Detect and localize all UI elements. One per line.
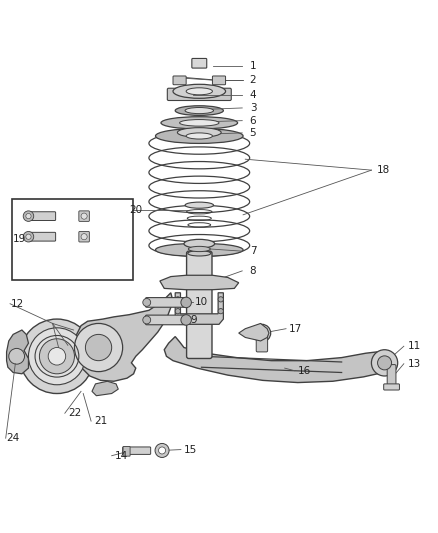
Text: 20: 20 — [129, 205, 142, 215]
Text: 18: 18 — [377, 165, 390, 175]
Circle shape — [81, 233, 87, 240]
Text: 4: 4 — [250, 90, 256, 100]
Text: 24: 24 — [7, 433, 20, 443]
Circle shape — [26, 214, 31, 219]
Ellipse shape — [186, 133, 212, 139]
Text: 14: 14 — [115, 451, 128, 461]
Text: 9: 9 — [191, 315, 197, 325]
Text: 11: 11 — [407, 341, 420, 351]
Ellipse shape — [161, 117, 237, 129]
Text: 15: 15 — [184, 445, 197, 455]
FancyBboxPatch shape — [167, 88, 231, 101]
Polygon shape — [7, 330, 28, 374]
Circle shape — [39, 339, 74, 374]
Text: 7: 7 — [250, 246, 256, 256]
Ellipse shape — [185, 202, 214, 208]
Circle shape — [28, 328, 85, 385]
Circle shape — [218, 309, 223, 314]
Text: 5: 5 — [250, 128, 256, 138]
Text: 13: 13 — [407, 359, 420, 369]
Circle shape — [378, 356, 392, 370]
Bar — [12, 199, 133, 280]
Text: 2: 2 — [250, 75, 256, 85]
Text: 16: 16 — [298, 366, 311, 376]
Ellipse shape — [175, 106, 223, 115]
FancyBboxPatch shape — [384, 384, 399, 390]
Polygon shape — [92, 381, 118, 395]
Text: 19: 19 — [13, 235, 26, 244]
Polygon shape — [160, 275, 239, 290]
Circle shape — [20, 319, 94, 393]
Circle shape — [143, 298, 151, 306]
Circle shape — [371, 350, 398, 376]
Text: 1: 1 — [250, 61, 256, 71]
Text: 17: 17 — [289, 324, 302, 334]
Circle shape — [159, 447, 166, 454]
Circle shape — [74, 324, 123, 372]
Circle shape — [181, 314, 191, 325]
Circle shape — [175, 297, 180, 302]
Polygon shape — [175, 293, 223, 324]
FancyBboxPatch shape — [123, 447, 151, 455]
Text: 12: 12 — [11, 298, 24, 309]
Polygon shape — [74, 293, 173, 381]
Circle shape — [143, 316, 151, 324]
FancyBboxPatch shape — [256, 332, 268, 352]
FancyBboxPatch shape — [212, 76, 226, 85]
FancyBboxPatch shape — [79, 231, 89, 242]
Text: 8: 8 — [250, 266, 256, 276]
Ellipse shape — [180, 119, 219, 126]
Ellipse shape — [184, 239, 215, 248]
FancyBboxPatch shape — [187, 251, 212, 359]
Polygon shape — [164, 336, 391, 383]
Text: 10: 10 — [195, 297, 208, 308]
Circle shape — [9, 349, 25, 364]
FancyBboxPatch shape — [79, 211, 89, 221]
Circle shape — [23, 231, 34, 242]
Circle shape — [81, 213, 87, 219]
FancyBboxPatch shape — [192, 59, 207, 68]
Circle shape — [218, 297, 223, 302]
Text: 22: 22 — [68, 408, 81, 418]
FancyBboxPatch shape — [145, 315, 187, 325]
FancyBboxPatch shape — [28, 232, 56, 241]
FancyBboxPatch shape — [387, 365, 396, 388]
Circle shape — [258, 329, 266, 337]
Circle shape — [155, 443, 169, 457]
Ellipse shape — [173, 84, 226, 98]
Circle shape — [23, 211, 34, 221]
Ellipse shape — [188, 251, 211, 256]
Polygon shape — [239, 324, 269, 341]
Text: 3: 3 — [250, 103, 256, 113]
Text: 6: 6 — [250, 116, 256, 126]
Circle shape — [48, 348, 66, 365]
Circle shape — [175, 309, 180, 314]
FancyBboxPatch shape — [28, 212, 56, 221]
Ellipse shape — [185, 108, 214, 114]
Ellipse shape — [155, 128, 243, 143]
Circle shape — [26, 234, 31, 239]
Ellipse shape — [155, 243, 243, 256]
FancyBboxPatch shape — [173, 76, 186, 85]
FancyBboxPatch shape — [145, 297, 187, 307]
Text: 21: 21 — [94, 416, 107, 426]
Ellipse shape — [186, 88, 212, 95]
Circle shape — [253, 324, 271, 342]
Circle shape — [181, 297, 191, 308]
Circle shape — [85, 334, 112, 361]
Ellipse shape — [188, 246, 210, 252]
Ellipse shape — [177, 128, 221, 138]
FancyBboxPatch shape — [123, 447, 130, 456]
